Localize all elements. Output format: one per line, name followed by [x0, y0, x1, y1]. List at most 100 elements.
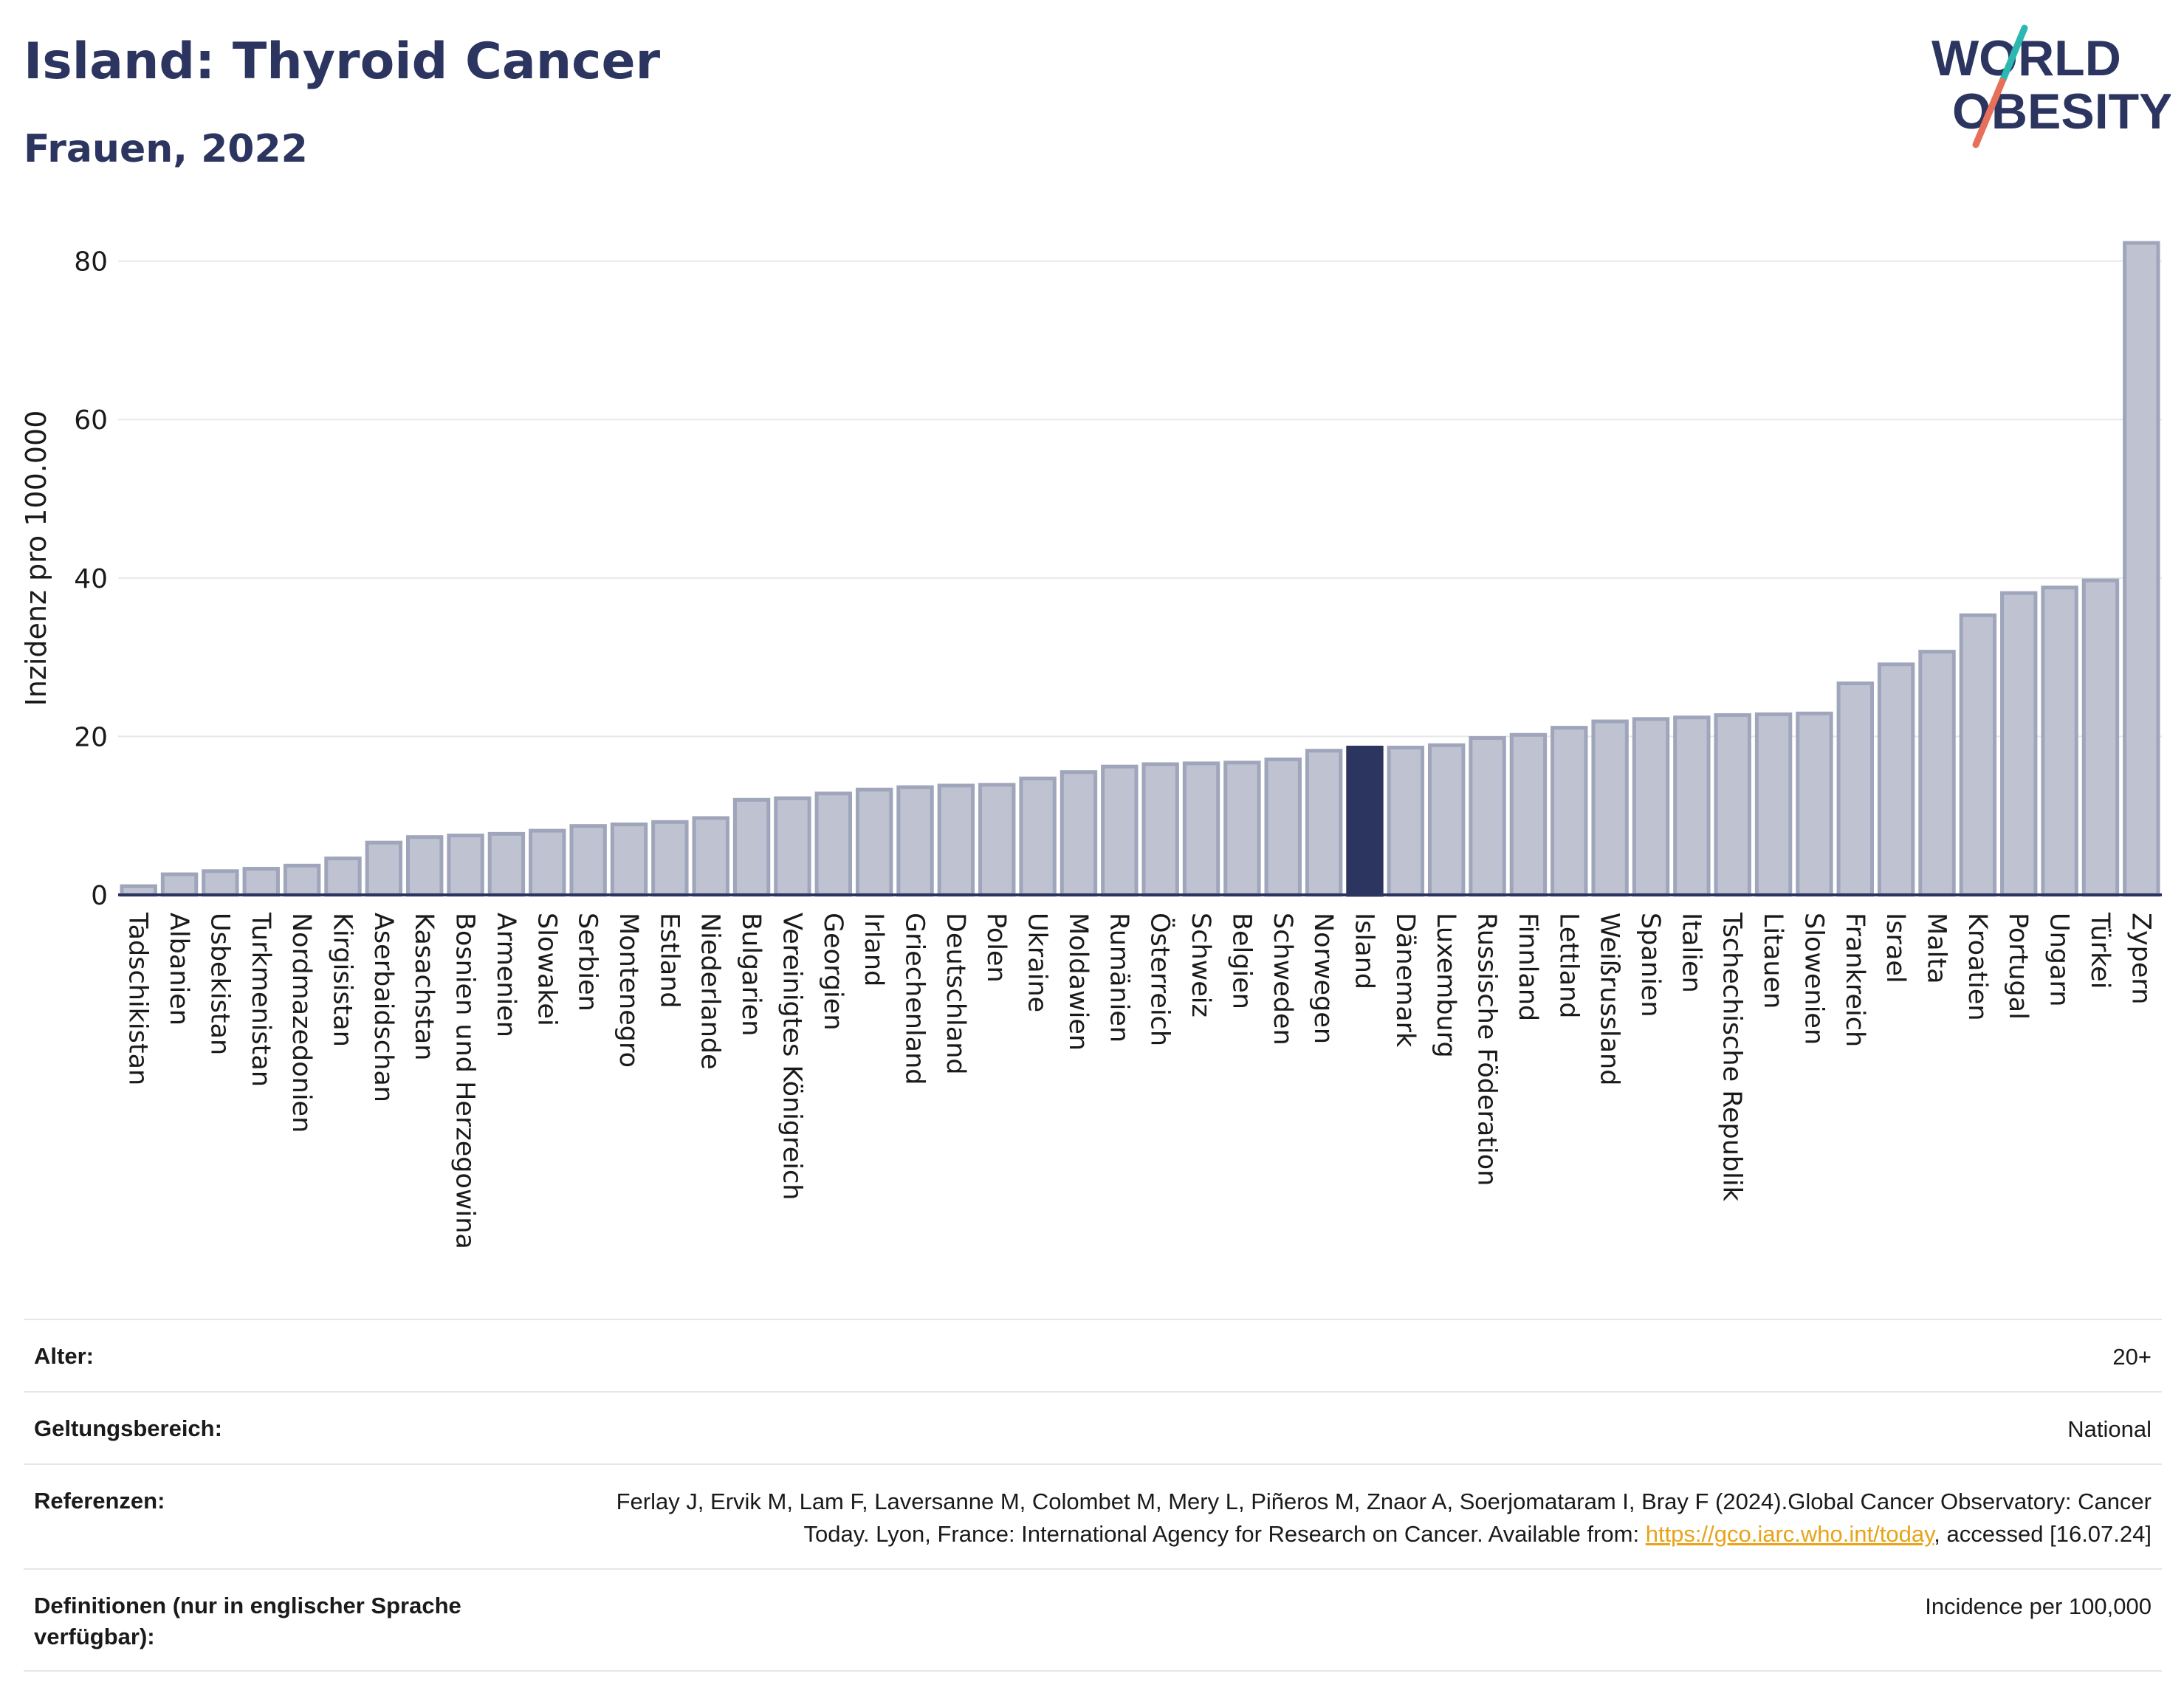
references-tail: , accessed [16.07.24]	[1934, 1521, 2152, 1547]
x-tick-label: Norwegen	[1308, 913, 1338, 1044]
x-tick-label: Malta	[1922, 913, 1951, 984]
x-tick-label: Rumänien	[1104, 913, 1133, 1043]
x-tick-label: Slowenien	[1799, 913, 1828, 1045]
bar	[896, 785, 934, 897]
bar	[487, 831, 526, 897]
x-tick-label: Tadschikistan	[123, 912, 153, 1085]
y-tick-label: 60	[74, 405, 108, 436]
logo-line1: WORLD	[1931, 30, 2121, 86]
x-tick-label: Irland	[859, 913, 888, 986]
x-tick-label: Frankreich	[1840, 913, 1869, 1047]
x-tick-label: Serbien	[573, 913, 602, 1012]
bar	[814, 792, 852, 897]
definitions-label: Definitionen (nur in englischer Sprache …	[34, 1593, 461, 1649]
x-tick-label: Schweden	[1268, 913, 1297, 1046]
bar	[447, 834, 484, 897]
bar	[1714, 713, 1751, 897]
bar	[1264, 758, 1302, 897]
y-tick-label: 40	[74, 564, 108, 594]
bar	[1918, 650, 1956, 897]
references-label: Referenzen:	[34, 1488, 165, 1514]
bar	[1959, 613, 1997, 897]
bar	[529, 828, 566, 897]
chart-title: Island: Thyroid Cancer	[24, 32, 661, 91]
x-tick-label: Schweiz	[1186, 913, 1215, 1017]
references-value: Ferlay J, Ervik M, Lam F, Laversanne M, …	[586, 1486, 2152, 1551]
bar	[1469, 736, 1506, 897]
world-obesity-logo: WORLD OBESITY	[1931, 24, 2171, 148]
x-tick-label: Polen	[981, 913, 1011, 983]
y-axis-title: Inzidenz pro 100.000	[20, 411, 52, 707]
bar	[1182, 761, 1220, 897]
bar	[1428, 743, 1466, 897]
x-tick-label: Dänemark	[1390, 913, 1420, 1048]
x-tick-label: Litauen	[1758, 913, 1788, 1009]
x-tick-label: Slowakei	[532, 913, 561, 1026]
bar	[1305, 749, 1343, 897]
x-tick-label: Bulgarien	[736, 913, 766, 1036]
x-tick-label: Russische Föderation	[1472, 913, 1502, 1186]
metadata-table: Alter: 20+ Geltungsbereich: National Ref…	[24, 1319, 2162, 1672]
bar	[1141, 762, 1179, 897]
x-tick-label: Estland	[654, 913, 684, 1009]
x-tick-label: Island	[1349, 913, 1378, 989]
bar	[2000, 591, 2038, 897]
bar-chart: 0 20 40 60 80 Inzidenz pro 100.000 Tadschikist…	[20, 241, 2162, 1249]
x-tick-label: Weißrussland	[1595, 913, 1624, 1085]
bar	[1551, 726, 1588, 897]
x-tick-label: Niederlande	[696, 913, 725, 1070]
age-label: Alter:	[34, 1343, 94, 1369]
x-tick-label: Kasachstan	[409, 913, 439, 1060]
x-tick-label: Vereinigtes Königreich	[777, 913, 806, 1200]
x-tick-label: Griechenland	[900, 913, 930, 1085]
scope-value: National	[2067, 1416, 2152, 1442]
x-tick-label: Zypern	[2126, 913, 2155, 1004]
bar	[160, 872, 199, 897]
bar	[2123, 241, 2160, 897]
bar	[365, 840, 403, 897]
x-tick-label: Deutschland	[941, 913, 970, 1075]
x-tick-label: Türkei	[2085, 912, 2115, 989]
meta-row-scope: Geltungsbereich: National	[24, 1391, 2162, 1463]
x-tick-label: Georgien	[818, 913, 848, 1031]
x-tick-label: Kirgisistan	[327, 913, 357, 1047]
logo-slash-bottom-icon	[1972, 78, 2006, 148]
x-tick-label: Belgien	[1226, 913, 1256, 1009]
x-tick-label: Lettland	[1553, 913, 1583, 1018]
bar	[1101, 764, 1139, 897]
y-tick-label: 0	[91, 881, 108, 911]
bar	[692, 816, 729, 897]
bar	[732, 797, 771, 897]
y-tick-label: 20	[74, 722, 108, 752]
x-tick-label: Aserbaidschan	[368, 913, 398, 1102]
definitions-value: Incidence per 100,000	[1925, 1593, 2152, 1619]
bar	[1836, 682, 1874, 897]
bar	[855, 787, 893, 897]
x-tick-label: Ungarn	[2044, 913, 2074, 1006]
x-tick-label: Luxemburg	[1431, 913, 1460, 1058]
bar	[1509, 732, 1548, 897]
bar	[2081, 578, 2120, 897]
bar	[202, 869, 239, 897]
x-tick-label: Albanien	[164, 913, 193, 1026]
age-value: 20+	[2112, 1344, 2152, 1370]
bar	[610, 823, 648, 897]
bar	[1060, 770, 1098, 897]
x-tick-label: Portugal	[2003, 913, 2033, 1020]
bar	[324, 856, 362, 897]
meta-row-references: Referenzen: Ferlay J, Ervik M, Lam F, La…	[24, 1463, 2162, 1568]
x-tick-label: Armenien	[491, 913, 521, 1037]
x-tick-label: Spanien	[1635, 913, 1665, 1017]
bar	[651, 820, 689, 897]
bar	[1223, 761, 1261, 897]
bar	[1591, 719, 1629, 897]
references-link[interactable]: https://gco.iarc.who.int/today	[1645, 1521, 1934, 1547]
chart-subtitle: Frauen, 2022	[24, 127, 308, 171]
bar	[1387, 745, 1425, 897]
x-tick-label: Montenegro	[614, 913, 643, 1068]
bar	[1346, 745, 1384, 897]
bar	[406, 835, 444, 897]
bar	[283, 863, 321, 897]
scope-label: Geltungsbereich:	[34, 1415, 222, 1441]
x-tick-label: Usbekistan	[205, 913, 234, 1055]
